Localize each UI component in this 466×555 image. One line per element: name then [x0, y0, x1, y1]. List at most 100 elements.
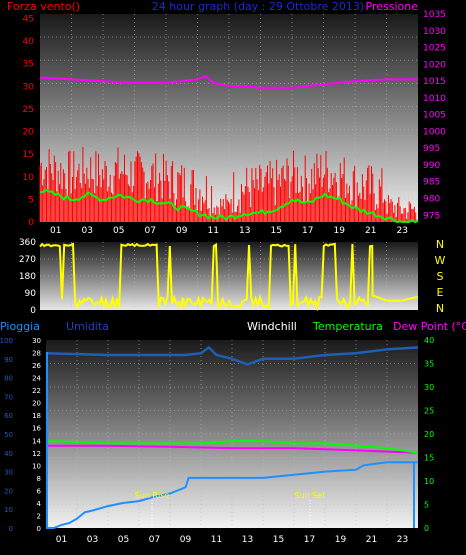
hour-tick: 23	[397, 535, 408, 545]
direction-axis-ticks: 0 90 180 270 360	[19, 238, 36, 316]
hour-tick: 15	[273, 535, 284, 545]
hour-tick: 09	[176, 226, 188, 236]
wind-tick: 20	[23, 128, 35, 138]
compass-letter: S	[437, 270, 444, 283]
wind-tick: 40	[23, 37, 35, 47]
temperature-tick: 30	[424, 383, 434, 392]
rain-tick: 8	[37, 475, 41, 483]
climate-series	[45, 345, 419, 529]
hour-tick: 13	[239, 226, 250, 236]
hour-tick: 17	[302, 226, 313, 236]
temperature-label: Temperatura	[312, 320, 383, 333]
compass-letter: E	[437, 286, 444, 299]
pressure-tick: 980	[423, 195, 440, 205]
pressure-tick: 1005	[423, 111, 446, 121]
direction-series	[39, 242, 418, 312]
rain-tick: 10	[32, 462, 41, 470]
rain-tick: 30	[32, 337, 41, 345]
rain-tick: 14	[32, 437, 41, 445]
wind-tick: 35	[23, 60, 34, 70]
hour-tick: 23	[397, 226, 408, 236]
hour-tick: 15	[271, 226, 282, 236]
hour-tick: 07	[145, 226, 156, 236]
rain-label: Pioggia	[0, 320, 40, 333]
windchill-label: Windchill	[247, 320, 297, 333]
compass-letter: W	[435, 254, 446, 267]
wind-average-series	[39, 188, 419, 224]
temperature-tick: 40	[424, 336, 434, 345]
dewpoint-label: Dew Point (°C)	[393, 320, 466, 333]
hour-tick: 01	[50, 226, 61, 236]
hour-tick: 17	[304, 535, 315, 545]
wind-tick: 45	[23, 15, 34, 25]
wind-axis-title: Forza vento()	[7, 0, 80, 13]
rain-tick: 16	[32, 425, 41, 433]
temperature-tick: 35	[424, 360, 434, 369]
hour-tick: 19	[335, 535, 347, 545]
hour-tick: 03	[82, 226, 93, 236]
rain-tick: 18	[32, 412, 41, 420]
temperature-tick: 25	[424, 407, 434, 416]
rain-tick: 22	[32, 387, 41, 395]
direction-tick: 0	[30, 306, 36, 316]
rain-series	[46, 461, 418, 529]
compass-letter: N	[436, 302, 444, 315]
pressure-tick: 1020	[423, 60, 446, 70]
sun-set-label: Sun Set	[295, 491, 326, 500]
pressure-tick: 1025	[423, 44, 446, 54]
humidity-tick: 50	[4, 431, 13, 439]
rain-tick: 4	[37, 500, 42, 508]
chart-title: 24 hour graph (day : 29 Ottobre 2013)	[152, 0, 364, 13]
humidity-tick: 70	[4, 393, 13, 401]
pressure-axis-ticks: 975 980 985 990 995 1000 1005 1010 1015 1020 1025 1…	[423, 10, 446, 221]
rain-tick: 24	[32, 375, 41, 383]
hour-tick: 11	[208, 226, 219, 236]
rain-tick: 0	[37, 525, 41, 533]
humidity-tick: 80	[4, 375, 13, 383]
wind-tick: 5	[28, 195, 34, 205]
humidity-tick: 100	[0, 337, 13, 345]
rain-tick: 12	[32, 450, 41, 458]
humidity-tick: 20	[4, 487, 13, 495]
humidity-tick: 10	[4, 506, 13, 514]
climate-x-ticks: 01 03 05 07 09 11 13 15 17 19 21 23	[56, 535, 408, 545]
humidity-axis-ticks: 0 10 20 30 40 50 60 70 80 90 100	[0, 337, 13, 533]
pressure-tick: 1000	[423, 127, 446, 137]
pressure-tick: 990	[423, 161, 440, 171]
hour-tick: 03	[87, 535, 98, 545]
pressure-tick: 975	[423, 211, 440, 221]
dewpoint-series	[46, 444, 419, 454]
rain-tick: 28	[32, 350, 41, 358]
temperature-series	[45, 440, 419, 454]
humidity-series	[45, 345, 419, 366]
wind-axis-ticks: 0 5 10 15 20 25 30 35 40 45	[23, 15, 35, 228]
temperature-tick: 20	[424, 430, 434, 439]
hour-tick: 21	[365, 226, 376, 236]
wind-pressure-grid	[40, 14, 418, 222]
pressure-axis-title: Pressione	[366, 0, 419, 13]
wind-pressure-series	[39, 74, 419, 224]
rain-tick: 26	[32, 362, 41, 370]
climate-grid	[46, 340, 418, 528]
hour-tick: 07	[149, 535, 160, 545]
wind-tick: 15	[23, 150, 34, 160]
wind-tick: 30	[23, 82, 35, 92]
wind-tick: 25	[23, 105, 34, 115]
hour-tick: 09	[180, 535, 192, 545]
temperature-tick: 10	[424, 477, 434, 486]
pressure-tick: 1030	[423, 27, 446, 37]
direction-tick: 360	[19, 238, 36, 248]
temperature-tick: 0	[424, 524, 429, 533]
humidity-tick: 30	[4, 469, 13, 477]
pressure-tick: 1035	[423, 10, 446, 20]
sun-rise-label: Sun Rise	[135, 491, 170, 500]
hour-tick: 01	[56, 535, 67, 545]
hour-tick: 13	[242, 535, 253, 545]
humidity-tick: 40	[4, 450, 13, 458]
wind-tick: 0	[28, 218, 34, 228]
